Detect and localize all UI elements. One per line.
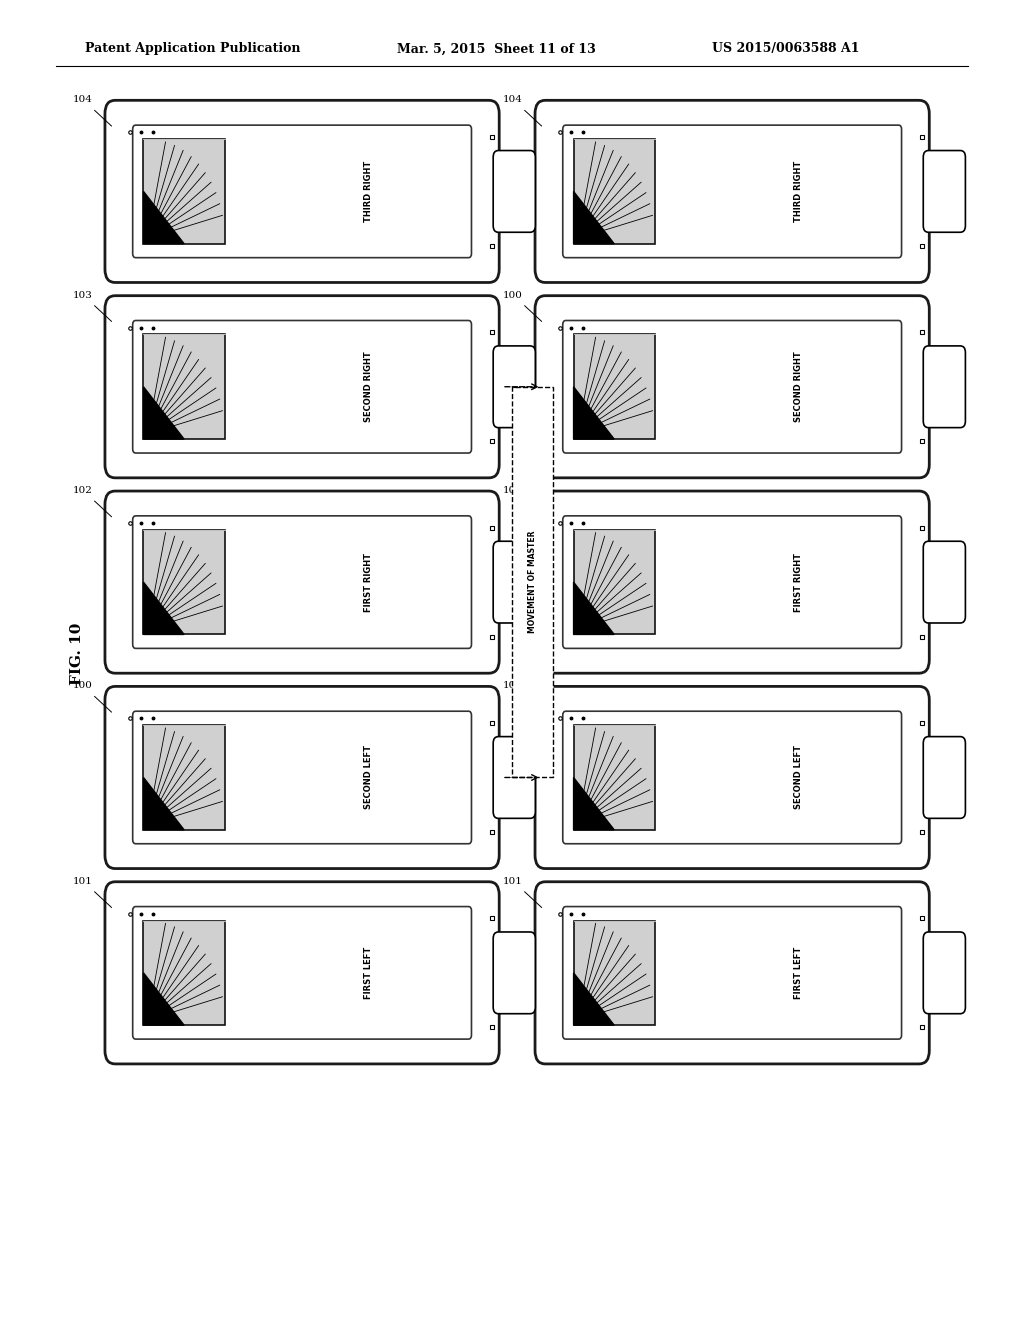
Bar	[143, 920, 224, 1026]
Polygon shape	[573, 387, 614, 440]
Text: US 2015/0063588 A1: US 2015/0063588 A1	[712, 42, 859, 55]
Polygon shape	[143, 387, 184, 440]
FancyBboxPatch shape	[494, 346, 536, 428]
FancyBboxPatch shape	[133, 125, 471, 257]
FancyBboxPatch shape	[133, 516, 471, 648]
FancyBboxPatch shape	[494, 541, 536, 623]
Bar	[573, 725, 654, 830]
FancyBboxPatch shape	[104, 686, 500, 869]
FancyBboxPatch shape	[535, 296, 930, 478]
FancyBboxPatch shape	[924, 346, 966, 428]
Bar	[143, 725, 224, 830]
Polygon shape	[143, 777, 184, 830]
FancyBboxPatch shape	[535, 491, 930, 673]
Text: THIRD RIGHT: THIRD RIGHT	[795, 161, 803, 222]
Bar	[539, 950, 545, 995]
Text: 104: 104	[73, 95, 93, 104]
FancyBboxPatch shape	[924, 737, 966, 818]
FancyBboxPatch shape	[924, 541, 966, 623]
Text: 100: 100	[73, 681, 93, 690]
Text: 101: 101	[503, 876, 523, 886]
Polygon shape	[573, 191, 614, 244]
Polygon shape	[143, 582, 184, 635]
Bar	[143, 334, 224, 440]
FancyBboxPatch shape	[563, 711, 901, 843]
Bar	[539, 364, 545, 409]
FancyBboxPatch shape	[563, 125, 901, 257]
FancyBboxPatch shape	[133, 907, 471, 1039]
Text: THIRD RIGHT: THIRD RIGHT	[365, 161, 373, 222]
Polygon shape	[573, 973, 614, 1026]
Polygon shape	[143, 191, 184, 244]
Text: 103: 103	[503, 486, 523, 495]
Text: Mar. 5, 2015  Sheet 11 of 13: Mar. 5, 2015 Sheet 11 of 13	[397, 42, 596, 55]
FancyBboxPatch shape	[535, 882, 930, 1064]
Text: 103: 103	[73, 290, 93, 300]
Text: FIRST LEFT: FIRST LEFT	[365, 946, 373, 999]
Bar	[539, 755, 545, 800]
Text: FIRST LEFT: FIRST LEFT	[795, 946, 803, 999]
FancyBboxPatch shape	[563, 516, 901, 648]
Bar	[573, 920, 654, 1026]
Text: FIG. 10: FIG. 10	[70, 622, 84, 685]
FancyBboxPatch shape	[133, 711, 471, 843]
Bar	[573, 529, 654, 635]
Polygon shape	[143, 973, 184, 1026]
Bar	[573, 334, 654, 440]
FancyBboxPatch shape	[924, 150, 966, 232]
Bar	[539, 560, 545, 605]
Text: SECOND RIGHT: SECOND RIGHT	[795, 351, 803, 422]
FancyBboxPatch shape	[535, 100, 930, 282]
Bar	[109, 364, 115, 409]
FancyBboxPatch shape	[104, 882, 500, 1064]
Text: 102: 102	[73, 486, 93, 495]
FancyBboxPatch shape	[563, 321, 901, 453]
FancyBboxPatch shape	[104, 491, 500, 673]
Polygon shape	[573, 582, 614, 635]
Text: Patent Application Publication: Patent Application Publication	[85, 42, 300, 55]
Text: 102: 102	[503, 681, 523, 690]
Bar	[143, 139, 224, 244]
Text: SECOND LEFT: SECOND LEFT	[365, 746, 373, 809]
FancyBboxPatch shape	[512, 387, 553, 777]
FancyBboxPatch shape	[494, 932, 536, 1014]
Text: 104: 104	[503, 95, 523, 104]
Bar	[109, 560, 115, 605]
FancyBboxPatch shape	[133, 321, 471, 453]
Text: 101: 101	[73, 876, 93, 886]
Bar	[109, 755, 115, 800]
Bar	[539, 169, 545, 214]
FancyBboxPatch shape	[535, 686, 930, 869]
FancyBboxPatch shape	[494, 150, 536, 232]
FancyBboxPatch shape	[104, 296, 500, 478]
Bar	[143, 529, 224, 635]
FancyBboxPatch shape	[104, 100, 500, 282]
Text: FIRST RIGHT: FIRST RIGHT	[365, 553, 373, 611]
FancyBboxPatch shape	[563, 907, 901, 1039]
Polygon shape	[573, 777, 614, 830]
Bar	[109, 169, 115, 214]
FancyBboxPatch shape	[924, 932, 966, 1014]
Text: 100: 100	[503, 290, 523, 300]
Bar	[109, 950, 115, 995]
Bar	[573, 139, 654, 244]
FancyBboxPatch shape	[494, 737, 536, 818]
Text: MOVEMENT OF MASTER: MOVEMENT OF MASTER	[528, 531, 537, 634]
Text: SECOND RIGHT: SECOND RIGHT	[365, 351, 373, 422]
Text: SECOND LEFT: SECOND LEFT	[795, 746, 803, 809]
Text: FIRST RIGHT: FIRST RIGHT	[795, 553, 803, 611]
